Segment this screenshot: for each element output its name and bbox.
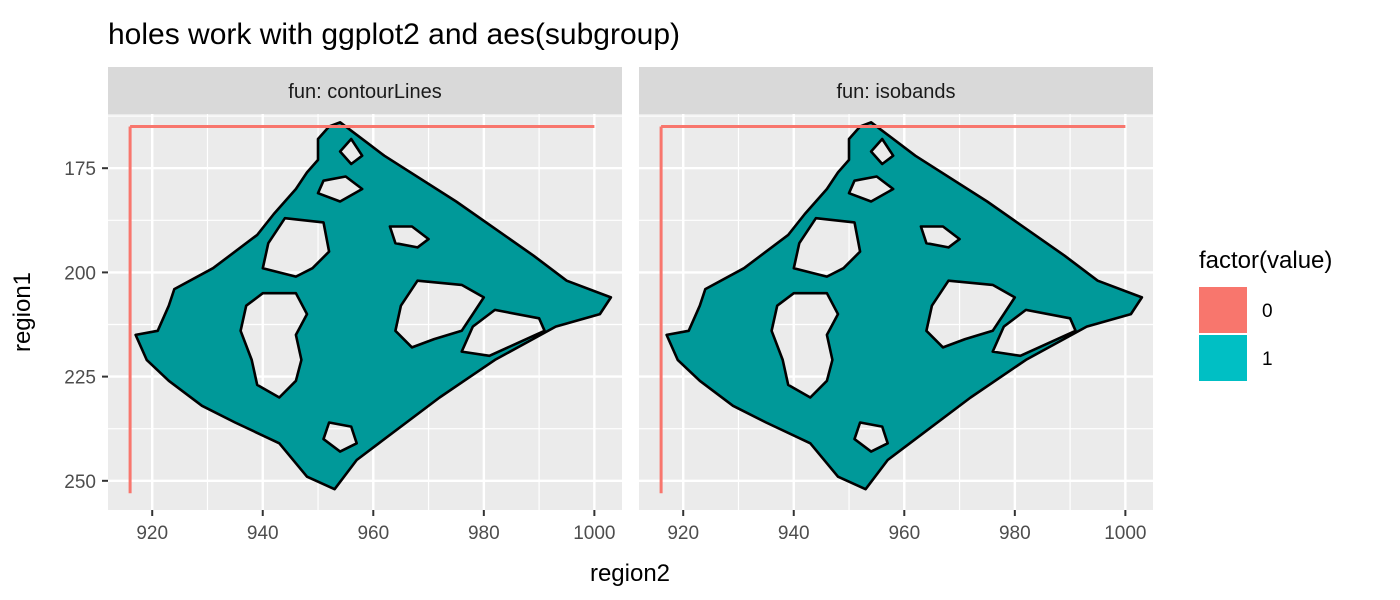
region-value-1 xyxy=(665,121,1144,491)
y-axis: 175 200 225 250 xyxy=(64,159,108,493)
data-layer xyxy=(128,121,613,494)
y-axis-title: region1 xyxy=(9,272,36,352)
x-tick-label: 940 xyxy=(778,523,810,544)
region-value-1 xyxy=(134,121,613,491)
strip-background xyxy=(639,67,1153,114)
chart-title: holes work with ggplot2 and aes(subgroup… xyxy=(108,18,680,51)
x-tick-label: 960 xyxy=(357,523,389,544)
x-axis-contourlines: 920 940 960 980 1000 xyxy=(136,510,616,544)
x-tick-label: 1000 xyxy=(1104,523,1146,544)
legend-key-1 xyxy=(1199,335,1247,381)
data-layer xyxy=(659,121,1144,494)
strip-label: fun: isobands xyxy=(837,81,956,103)
facet-panel-isobands: fun: isobands xyxy=(639,67,1153,510)
legend: factor(value) 01 xyxy=(1199,247,1332,381)
x-tick-label: 1000 xyxy=(573,523,615,544)
legend-key-0 xyxy=(1199,287,1247,333)
legend-label-1: 1 xyxy=(1262,349,1273,370)
y-tick-label: 250 xyxy=(64,472,96,493)
facet-panel-contourlines: fun: contourLines xyxy=(108,67,622,510)
x-axis-title: region2 xyxy=(590,560,670,587)
strip-label: fun: contourLines xyxy=(288,81,441,103)
y-tick-label: 225 xyxy=(64,368,96,389)
legend-label-0: 0 xyxy=(1262,301,1273,322)
legend-entries: 01 xyxy=(1199,287,1273,381)
y-tick-label: 200 xyxy=(64,263,96,284)
legend-title: factor(value) xyxy=(1199,247,1332,274)
strip-background xyxy=(108,67,622,114)
x-tick-label: 980 xyxy=(468,523,500,544)
y-tick-label: 175 xyxy=(64,159,96,180)
x-axis-isobands: 920 940 960 980 1000 xyxy=(667,510,1147,544)
x-tick-label: 920 xyxy=(667,523,699,544)
x-tick-label: 980 xyxy=(999,523,1031,544)
x-tick-label: 920 xyxy=(136,523,168,544)
x-tick-label: 960 xyxy=(888,523,920,544)
x-tick-label: 940 xyxy=(247,523,279,544)
